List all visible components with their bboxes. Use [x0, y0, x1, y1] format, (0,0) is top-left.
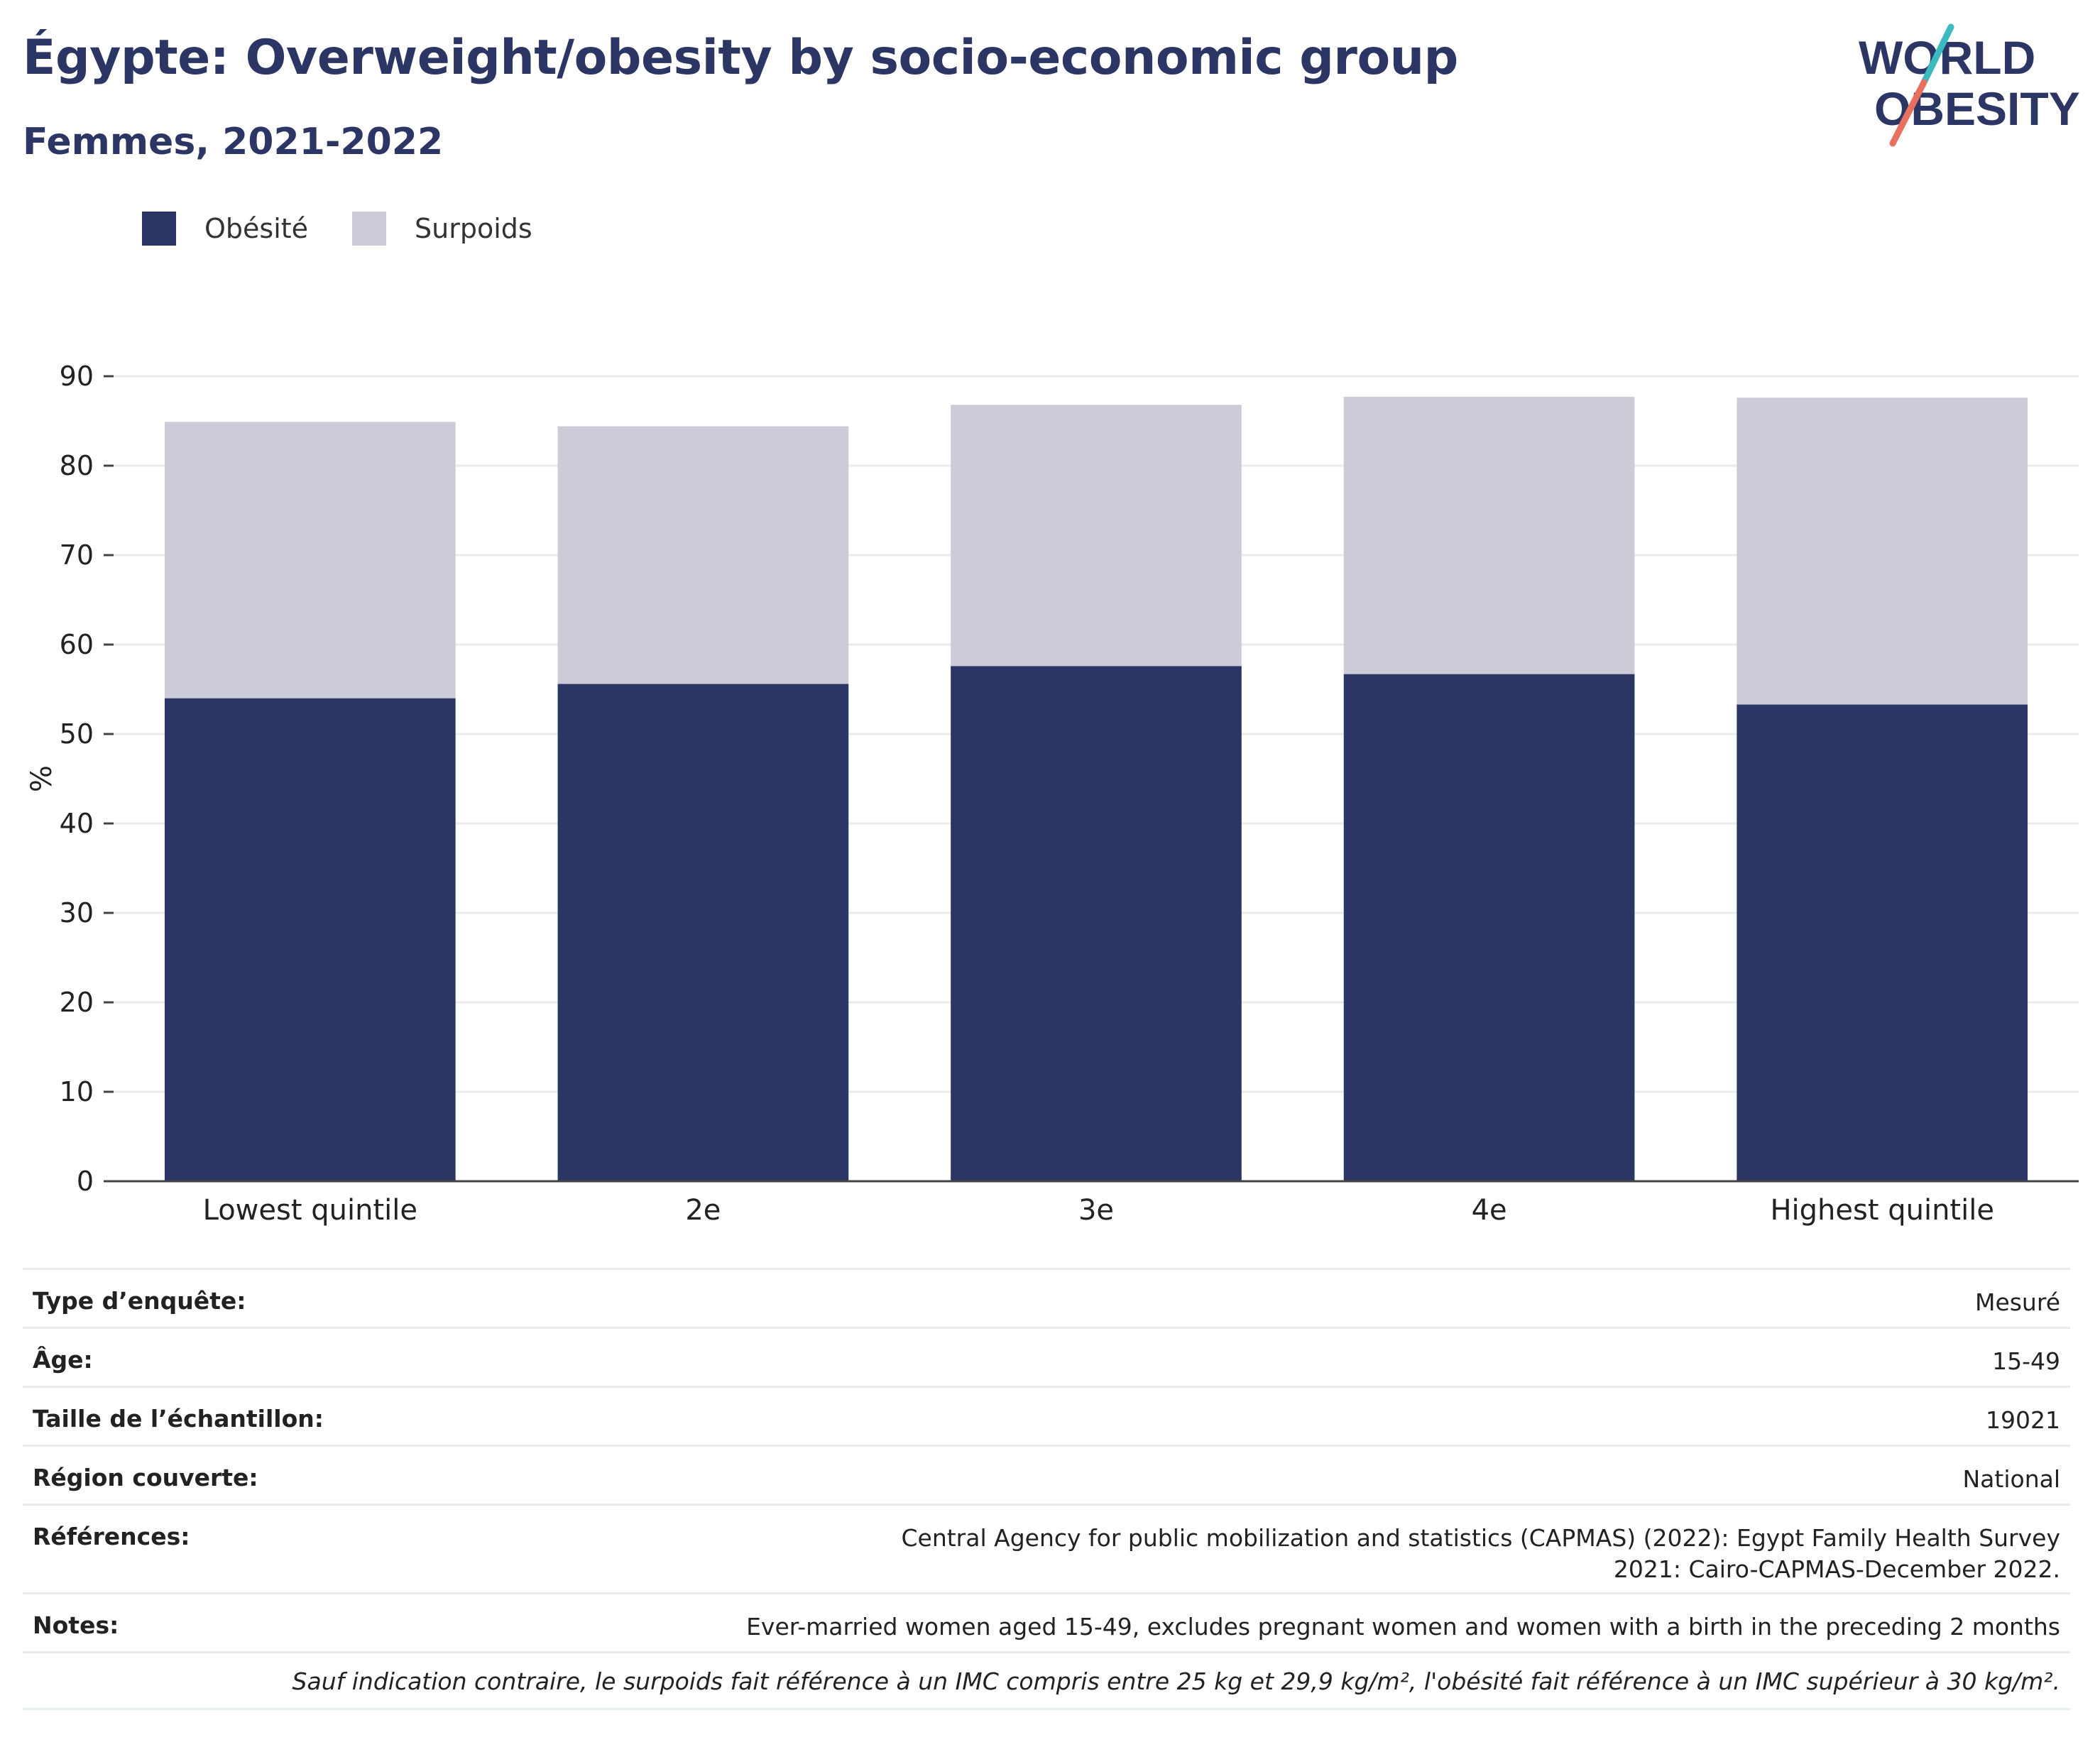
info-value: 19021	[333, 1386, 2070, 1446]
info-value: Mesuré	[333, 1268, 2070, 1328]
bar-surpoids	[1737, 398, 2028, 705]
legend-label-surpoids: Surpoids	[415, 213, 532, 244]
logo-slash-bottom	[1889, 79, 1927, 147]
x-tick-label: 3e	[1078, 1194, 1114, 1227]
y-tick-label: 0	[77, 1166, 94, 1197]
bar-obesite	[1737, 704, 2028, 1181]
info-value: 15-49	[333, 1327, 2070, 1387]
info-row-age: Âge: 15-49	[23, 1327, 2070, 1387]
survey-info-table: Type d’enquête: Mesuré Âge: 15-49 Taille…	[23, 1268, 2070, 1710]
info-row-notes: Notes: Ever-married women aged 15-49, ex…	[23, 1592, 2070, 1653]
legend-item-obesite[interactable]: Obésité	[142, 212, 308, 246]
x-tick-label: Highest quintile	[1770, 1194, 1994, 1227]
legend-swatch-obesite	[142, 212, 176, 246]
bar-surpoids	[951, 405, 1242, 667]
y-tick-label: 20	[60, 987, 94, 1018]
logo-slash-top	[1920, 23, 1954, 86]
y-axis-label: %	[26, 765, 58, 792]
y-tick-label: 80	[60, 450, 94, 481]
y-tick-label: 50	[60, 718, 94, 750]
info-key: Âge:	[23, 1327, 334, 1387]
info-key: Notes:	[23, 1592, 334, 1653]
x-tick-label: 4e	[1472, 1194, 1507, 1227]
y-tick-label: 10	[60, 1076, 94, 1107]
stacked-bar-chart: 0 10 20 30 40 50 60 70 80 90% Lowest quintile 2e 3e 4…	[26, 361, 2079, 1227]
bar-surpoids	[164, 422, 456, 699]
info-value: Central Agency for public mobilization a…	[333, 1504, 2070, 1594]
legend-item-surpoids[interactable]: Surpoids	[352, 212, 532, 246]
info-row-references: Références: Central Agency for public mo…	[23, 1504, 2070, 1594]
info-row-footnote: Sauf indication contraire, le surpoids f…	[23, 1651, 2070, 1710]
y-tick-label: 40	[60, 808, 94, 839]
info-row-survey-type: Type d’enquête: Mesuré	[23, 1268, 2070, 1328]
info-key: Références:	[23, 1504, 334, 1594]
x-tick-label: 2e	[685, 1194, 721, 1227]
info-row-region: Région couverte: National	[23, 1445, 2070, 1505]
info-key: Taille de l’échantillon:	[23, 1386, 334, 1446]
bar-obesite	[1343, 674, 1635, 1181]
y-tick-label: 90	[60, 361, 94, 392]
legend-label-obesite: Obésité	[204, 213, 309, 244]
bar-obesite	[164, 698, 456, 1181]
y-tick-label: 30	[60, 897, 94, 929]
bar-surpoids	[557, 426, 849, 684]
legend-swatch-surpoids	[352, 212, 387, 246]
info-key: Type d’enquête:	[23, 1268, 334, 1328]
x-tick-label: Lowest quintile	[203, 1194, 417, 1227]
bar-obesite	[557, 684, 849, 1181]
y-tick-label: 70	[60, 540, 94, 571]
info-row-sample-size: Taille de l’échantillon: 19021	[23, 1386, 2070, 1446]
bmi-footnote: Sauf indication contraire, le surpoids f…	[23, 1651, 2070, 1710]
info-value: Ever-married women aged 15-49, excludes …	[333, 1592, 2070, 1653]
y-tick-label: 60	[60, 629, 94, 660]
legend: Obésité Surpoids	[142, 212, 576, 246]
chart-title: Égypte: Overweight/obesity by socio-econ…	[23, 30, 1458, 86]
world-obesity-logo: WORLD OBESITY	[1859, 23, 2080, 147]
bar-obesite	[951, 666, 1242, 1181]
chart-subtitle: Femmes, 2021-2022	[23, 121, 444, 163]
info-key: Région couverte:	[23, 1445, 334, 1505]
bar-surpoids	[1343, 396, 1635, 674]
info-value: National	[333, 1445, 2070, 1505]
